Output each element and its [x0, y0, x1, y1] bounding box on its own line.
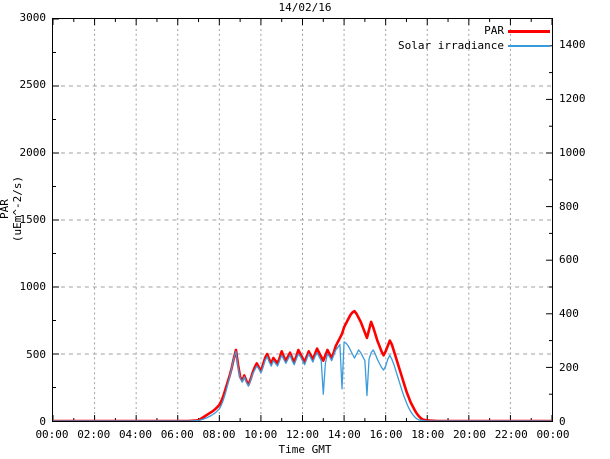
y-tick-label: 1500 — [19, 213, 47, 226]
x-tick-label: 08:00 — [202, 428, 236, 441]
legend-label-solar-irradiance: Solar irradiance — [398, 39, 504, 52]
legend-swatch-solar-irradiance — [508, 45, 550, 47]
chart-title: 14/02/16 — [278, 1, 332, 14]
x-tick-label: 18:00 — [411, 428, 445, 441]
legend: PAR Solar irradiance — [388, 24, 550, 54]
x-tick-label: 22:00 — [494, 428, 528, 441]
x-tick-label: 06:00 — [160, 428, 194, 441]
x-tick-label: 14:00 — [327, 428, 361, 441]
y2-tick-label: 800 — [559, 199, 579, 213]
legend-swatch-par — [508, 30, 550, 33]
y2-tick-label: 400 — [559, 307, 579, 321]
y-tick-label: 0 — [39, 415, 46, 428]
y2-tick-label: 600 — [559, 253, 579, 267]
y2-tick-label: 0 — [559, 415, 566, 428]
y-tick-label: 2500 — [19, 78, 47, 92]
y-tick-label: 1000 — [19, 280, 47, 294]
x-tick-label: 04:00 — [118, 428, 153, 441]
y-axis-label: PAR (uEm^-2/s) — [0, 175, 24, 243]
plot-area — [52, 18, 553, 422]
legend-item-solar-irradiance: Solar irradiance — [388, 39, 550, 54]
x-tick-label: 00:00 — [35, 428, 69, 441]
series-line-solar-irradiance — [53, 341, 552, 421]
x-tick-label: 20:00 — [452, 428, 487, 441]
y2-tick-label: 1400 — [559, 37, 586, 51]
x-tick-label: 02:00 — [77, 428, 111, 441]
x-tick-label: 10:00 — [244, 428, 278, 441]
data-layer — [53, 309, 552, 421]
x-tick-label: 00:00 — [536, 428, 570, 441]
y2-tick-label: 200 — [559, 361, 579, 375]
y2-tick-label: 1200 — [559, 91, 586, 105]
y2-tick-label: 1000 — [559, 145, 586, 159]
y-tick-label: 500 — [26, 347, 46, 361]
y-tick-label: 3000 — [19, 11, 47, 24]
legend-item-par: PAR — [388, 24, 550, 39]
series-line-par — [53, 309, 552, 421]
x-axis-label: Time GMT — [278, 443, 332, 456]
y-tick-label: 2000 — [19, 145, 47, 159]
legend-label-par: PAR — [484, 24, 504, 37]
x-tick-label: 12:00 — [285, 428, 320, 441]
x-tick-label: 16:00 — [369, 428, 403, 441]
